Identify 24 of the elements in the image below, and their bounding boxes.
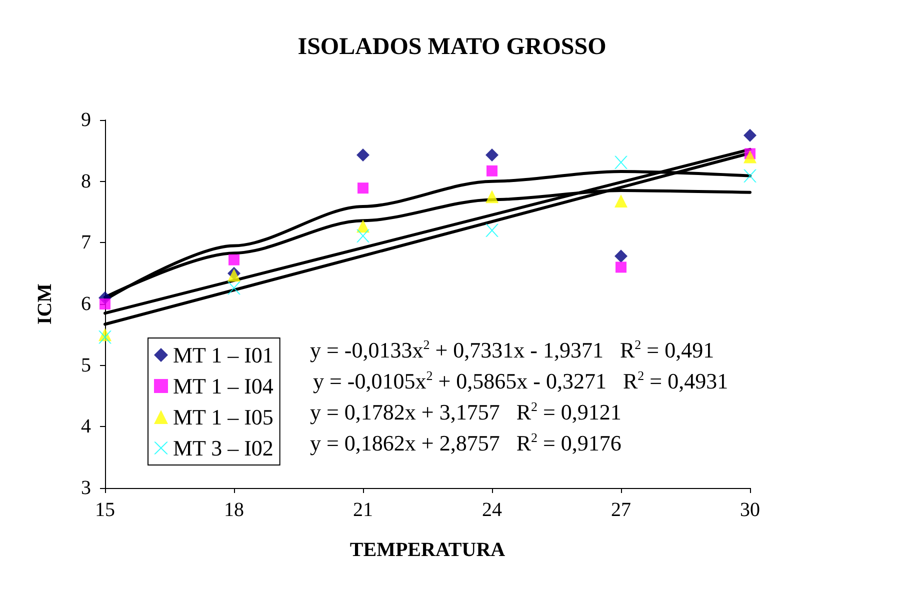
legend-label: MT 1 – I01 (173, 342, 274, 368)
x-tick-label: 21 (353, 499, 373, 521)
chart-title: ISOLADOS MATO GROSSO (298, 34, 606, 60)
y-tick-label: 7 (81, 232, 91, 254)
y-tick-label: 3 (81, 477, 91, 499)
x-axis-title: TEMPERATURA (350, 539, 506, 561)
x-tick-label: 24 (482, 499, 502, 521)
x-tick-label: 18 (224, 499, 244, 521)
x-tick-label: 30 (740, 499, 760, 521)
y-tick-label: 9 (81, 109, 91, 131)
x-tick-label: 15 (95, 499, 115, 521)
annotation: y = -0,0105x$^{2}$ + 0,5865x - 0,3271 R$^{2}$ = 0,4931 (313, 368, 728, 394)
y-tick-label: 8 (81, 170, 91, 192)
annotation: y = 0,1782x + 3,1757 R$^{2}$ = 0,9121 (310, 399, 622, 426)
y-tick-label: 4 (81, 416, 91, 438)
y-tick-label: 5 (81, 354, 91, 376)
annotation: y = 0,1862x + 2,8757 R$^{2}$ = 0,9176 (310, 430, 622, 456)
y-tick-label: 6 (81, 293, 91, 315)
annotation: y = -0,0133x$^{2}$ + 0,7331x - 1,9371 R$^{2}$ = 0,491 (310, 337, 714, 364)
legend-label: MT 1 – I05 (173, 404, 274, 430)
legend-label: MT 3 – I02 (173, 436, 274, 460)
x-tick-label: 27 (611, 499, 631, 521)
y-axis-title: ICM (34, 283, 56, 325)
legend-label: MT 1 – I04 (173, 374, 274, 398)
